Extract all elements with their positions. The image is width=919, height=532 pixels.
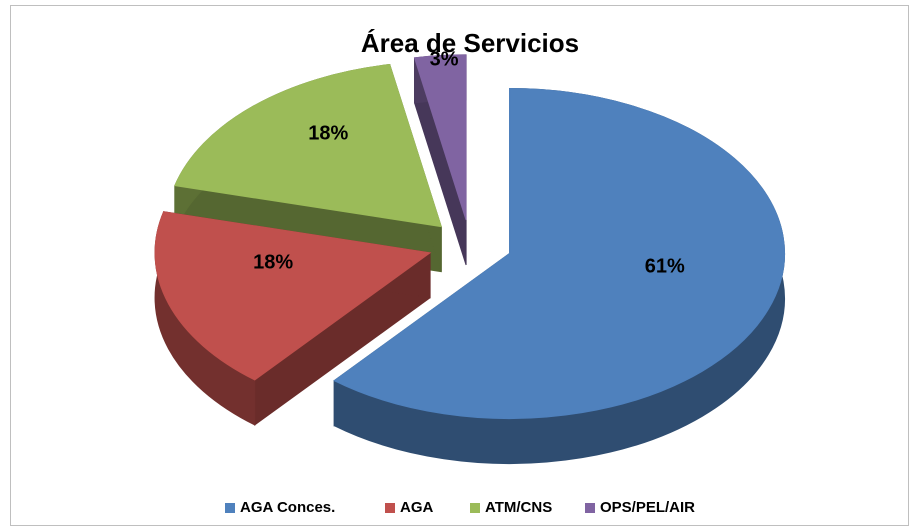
legend-label: ATM/CNS	[485, 499, 552, 516]
legend-swatch	[470, 503, 480, 513]
slice	[174, 64, 442, 228]
legend-label: AGA	[400, 499, 434, 516]
chart-title: Área de Servicios	[361, 28, 579, 58]
data-label: 61%	[645, 255, 685, 277]
data-label: 18%	[308, 123, 348, 145]
data-label: 18%	[253, 252, 293, 274]
slice	[333, 88, 785, 420]
legend-swatch	[585, 503, 595, 513]
legend-swatch	[385, 503, 395, 513]
slice	[413, 54, 467, 221]
data-label: 3%	[430, 49, 459, 71]
slice	[154, 211, 432, 381]
legend-label: AGA Conces.	[240, 499, 335, 516]
legend-label: OPS/PEL/AIR	[600, 499, 695, 516]
legend-swatch	[225, 503, 235, 513]
